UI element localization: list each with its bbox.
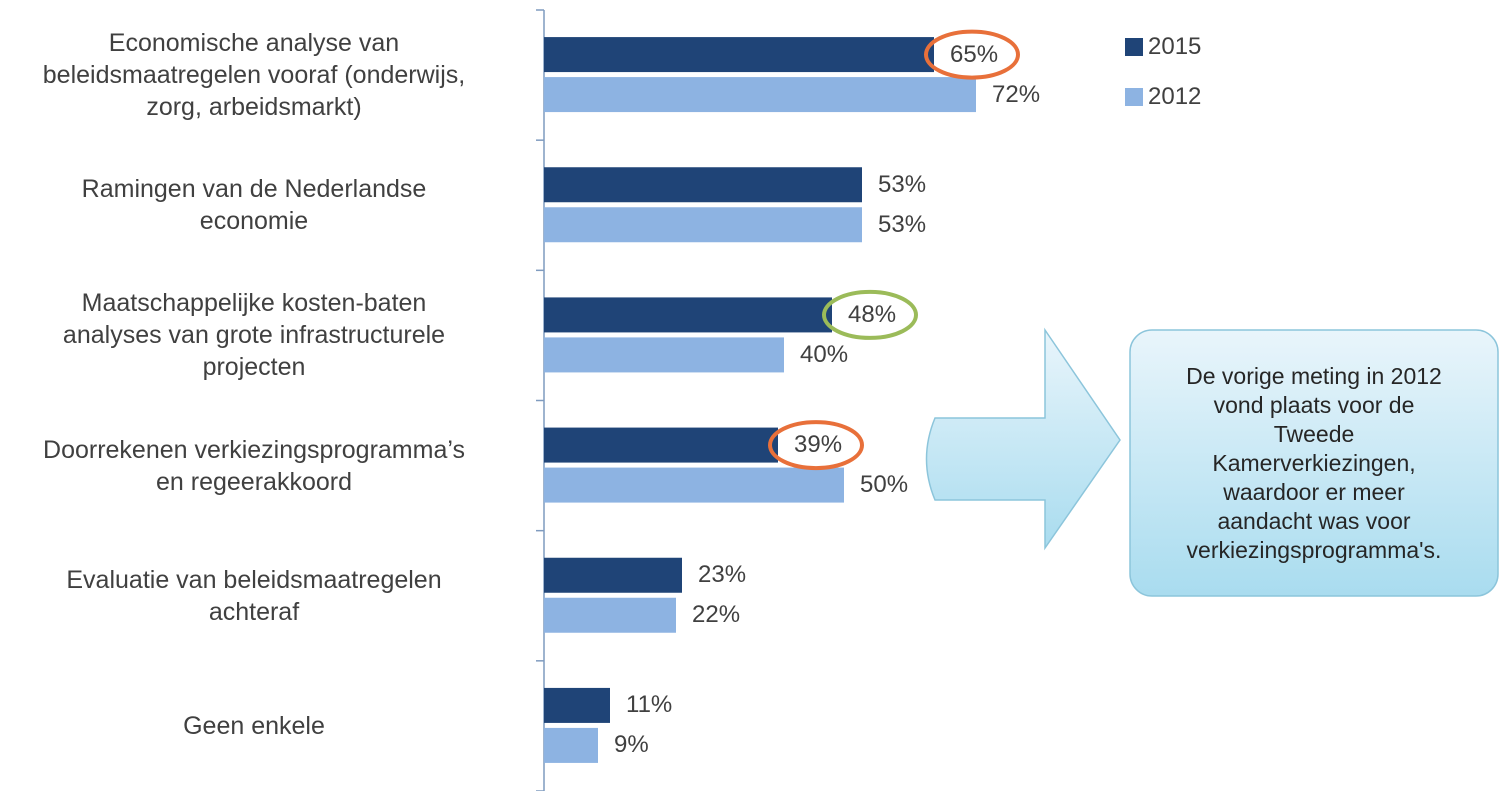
value-label: 50%: [860, 471, 909, 499]
value-label: 53%: [878, 210, 927, 238]
value-label: 23%: [698, 561, 747, 589]
legend-swatch: [1125, 38, 1143, 56]
category-label: Doorrekenen verkiezingsprogramma’s en re…: [43, 435, 465, 496]
highlight-circle: [768, 420, 864, 471]
bar: [544, 427, 778, 463]
bar: [544, 687, 610, 723]
category-label: Evaluatie van beleidsmaatregelen achtera…: [66, 565, 442, 626]
legend-label: 2015: [1148, 33, 1202, 60]
value-label: 48%: [848, 300, 897, 328]
bar: [544, 727, 598, 763]
bar: [544, 207, 862, 243]
category-label: Geen enkele: [183, 711, 325, 740]
legend-label: 2012: [1148, 83, 1202, 110]
bar: [544, 597, 676, 633]
value-label: 11%: [626, 691, 673, 719]
bar: [544, 297, 832, 333]
bar: [544, 467, 844, 503]
bar: [544, 167, 862, 203]
value-label: 22%: [692, 601, 741, 629]
callout-box: [1129, 329, 1499, 597]
bar: [544, 77, 976, 113]
callout-text: De vorige meting in 2012 vond plaats voo…: [1186, 362, 1442, 563]
callout-arrow: [925, 327, 1121, 551]
highlight-circle: [822, 289, 918, 340]
value-label: 65%: [950, 40, 999, 68]
bar: [544, 557, 682, 593]
bar: [544, 337, 784, 373]
category-label: Maatschappelijke kosten-baten analyses v…: [62, 289, 446, 382]
category-label: Economische analyse van beleidsmaatregel…: [42, 29, 466, 122]
value-label: 9%: [614, 731, 649, 759]
bar: [544, 37, 934, 73]
value-label: 40%: [800, 340, 849, 368]
category-label: Ramingen van de Nederlandse economie: [81, 175, 427, 236]
value-label: 39%: [794, 431, 843, 459]
value-label: 72%: [992, 80, 1041, 108]
legend-swatch: [1125, 88, 1143, 106]
highlight-circle: [924, 29, 1020, 80]
value-label: 53%: [878, 170, 927, 198]
